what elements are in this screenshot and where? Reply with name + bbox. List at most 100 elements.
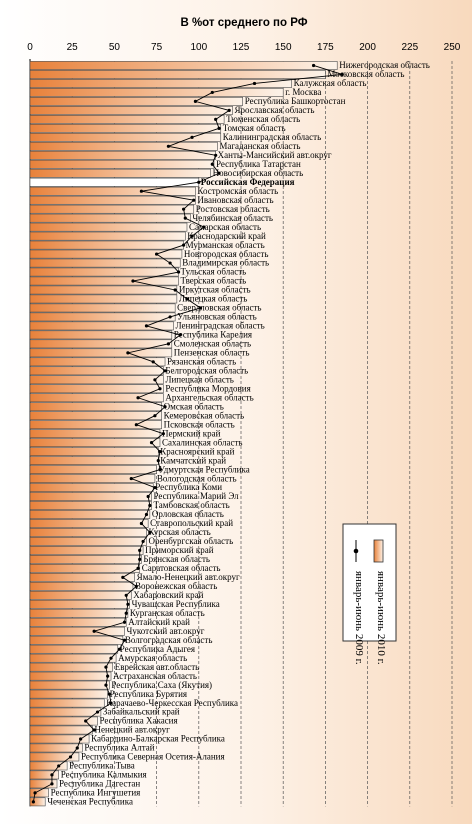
series-2009-marker (144, 512, 149, 517)
bar (29, 303, 176, 313)
x-axis-ticks: 0 25 50 75 100 125 150 175 200 225 250 (27, 42, 461, 53)
region-label: Республика Мордовия (165, 383, 250, 393)
bar (29, 402, 162, 412)
region-label: Республика Алтай (84, 743, 154, 753)
legend-label-2010: январь-июнь 2010 г. (375, 571, 387, 665)
region-label: Республика Саха (Якутия) (111, 680, 212, 690)
legend-marker (353, 548, 359, 554)
region-label: Магаданская область (219, 141, 300, 151)
bar (29, 240, 184, 250)
series-2009-marker (138, 548, 142, 553)
region-label: Липецкая область (165, 374, 234, 384)
series-2009-marker (161, 432, 165, 436)
bar (29, 554, 142, 564)
bar (29, 483, 154, 492)
bar-highlight (29, 177, 200, 187)
region-label: Кемеровская область (164, 410, 245, 420)
series-2009-marker (168, 315, 172, 319)
series-2009-marker (95, 710, 100, 714)
series-2009-marker (92, 629, 96, 633)
bar (29, 599, 130, 609)
series-2009-marker (173, 288, 177, 292)
series-2009-marker (50, 782, 54, 786)
bar (29, 752, 80, 762)
series-2009-marker (92, 728, 96, 732)
bar (29, 195, 196, 205)
x-tick-label: 200 (359, 42, 376, 53)
bar (29, 698, 105, 708)
region-label: Рязанская область (167, 357, 236, 367)
series-2009-marker (158, 387, 162, 391)
region-label: Томская область (223, 123, 286, 133)
region-label: Псковская область (164, 419, 235, 429)
region-label: Амурская область (118, 653, 187, 663)
x-tick-label: 100 (190, 42, 207, 53)
region-label: Иркутская область (179, 285, 251, 295)
bar (29, 474, 156, 483)
bar (29, 267, 179, 277)
series-2009-marker (124, 593, 128, 597)
region-label: Астраханская область (113, 671, 197, 681)
region-label: Воронежская область (135, 581, 217, 591)
series-2009-marker (129, 476, 133, 481)
region-label: Приморский край (145, 545, 214, 555)
region-label: Кабардино-Балкарская Республика (91, 734, 225, 744)
bar (29, 375, 164, 385)
region-label: Омская область (164, 401, 224, 411)
gridlines (29, 59, 453, 807)
series-2009-marker (109, 701, 113, 705)
region-label: Липецкая область (179, 294, 248, 304)
series-2009-marker (214, 117, 218, 121)
series-2009-marker (122, 620, 127, 624)
series-2009-marker (136, 566, 140, 570)
series-2009-marker (166, 342, 171, 346)
legend-bar-swatch (373, 539, 384, 563)
x-tick-label: 250 (444, 42, 461, 53)
series-2009-marker (79, 737, 83, 741)
series-2009-marker (139, 189, 144, 193)
series-2009-marker (210, 162, 214, 166)
bar (29, 546, 144, 555)
series-2009-marker (75, 746, 79, 750)
region-label: Белгородская область (165, 366, 248, 376)
series-2009-marker (178, 333, 182, 337)
series-2009-marker (149, 441, 154, 445)
region-label: Курская область (148, 527, 210, 537)
series-2009-marker (193, 99, 198, 104)
region-label: Ростовская область (196, 204, 270, 214)
region-label: Республика Коми (155, 482, 222, 492)
series-2009-marker (121, 575, 125, 579)
series-2009-marker (176, 270, 181, 274)
series-2009-marker (57, 764, 61, 768)
series-2009-marker (151, 360, 155, 364)
legend-box (342, 523, 397, 642)
x-tick-label: 175 (317, 42, 334, 53)
region-label: Ставропольский край (150, 518, 233, 528)
region-label: Вологодская область (157, 473, 237, 483)
region-label: Тамбовская область (154, 500, 230, 510)
series-2009-marker (68, 755, 73, 759)
series-2009-marker (136, 396, 140, 400)
bar (29, 88, 284, 97)
series-2009-marker (50, 773, 54, 777)
bar (29, 653, 117, 663)
bar (29, 285, 178, 295)
bar (29, 222, 188, 232)
bar (29, 617, 127, 627)
region-label: Ямало-Ненецкий авт.округ (137, 572, 240, 582)
bar (29, 168, 211, 178)
series-2009-marker (134, 423, 138, 427)
series-2009-marker (148, 503, 152, 508)
bar (29, 626, 125, 636)
series-2009-marker (104, 665, 108, 669)
series-2009-marker (190, 234, 194, 238)
region-label: Свердловская область (177, 303, 261, 313)
bar (29, 249, 183, 259)
bar (29, 590, 132, 600)
region-label: Саратовская область (142, 563, 221, 573)
region-label: Алтайский край (128, 617, 190, 627)
x-tick-label: 125 (233, 42, 250, 53)
series-2009-marker (124, 611, 128, 615)
bar (29, 393, 164, 403)
